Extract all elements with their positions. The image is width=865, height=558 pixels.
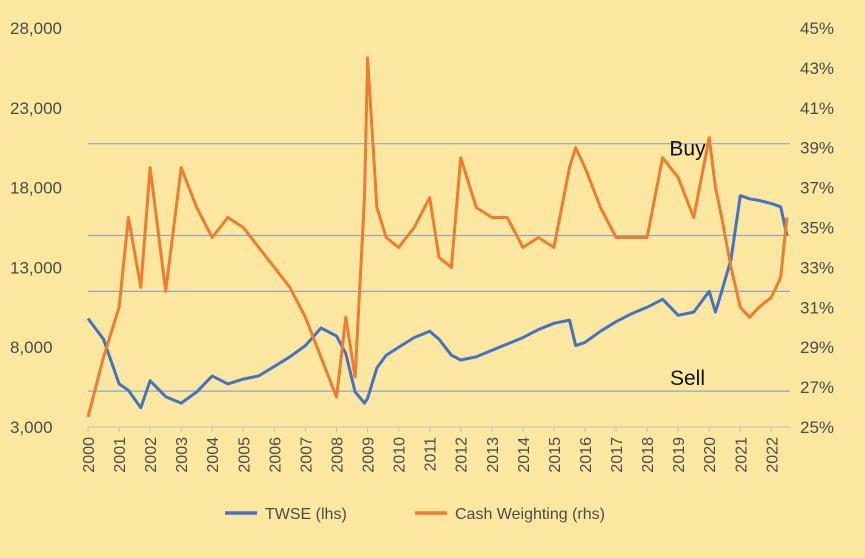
left-tick-label: 23,000: [10, 99, 62, 118]
x-tick-label: 2008: [329, 437, 346, 473]
left-tick-label: 13,000: [10, 258, 62, 277]
x-tick-label: 2022: [764, 437, 781, 473]
x-tick-label: 2010: [392, 437, 409, 473]
right-axis: 25% 27% 29% 31% 33% 35% 37% 39% 41% 43% 45%: [800, 19, 834, 437]
annotation-buy: Buy: [669, 138, 706, 161]
legend: TWSE (lhs) Cash Weighting (rhs): [225, 506, 605, 523]
legend-label: Cash Weighting (rhs): [455, 506, 605, 523]
right-tick-label: 37%: [800, 179, 834, 198]
x-tick-label: 2000: [81, 437, 98, 473]
left-tick-label: 18,000: [10, 179, 62, 198]
right-tick-label: 33%: [800, 258, 834, 277]
series-line-cash-weighting: [86, 56, 789, 418]
x-tick-label: 2006: [267, 437, 284, 473]
x-tick-label: 2001: [112, 437, 129, 473]
x-tick-label: 2018: [640, 437, 657, 473]
right-tick-label: 27%: [800, 378, 834, 397]
right-tick-label: 39%: [800, 139, 834, 158]
right-tick-label: 43%: [800, 59, 834, 78]
x-tick-label: 2013: [485, 437, 502, 473]
x-tick-label: 2003: [174, 437, 191, 473]
right-tick-label: 35%: [800, 219, 834, 238]
right-tick-label: 41%: [800, 99, 834, 118]
reference-lines: [88, 143, 790, 392]
series-line-twse: [86, 194, 789, 410]
x-tick-label: 2011: [423, 437, 440, 472]
x-tick-label: 2012: [454, 437, 471, 473]
right-tick-label: 25%: [800, 418, 834, 437]
annotations: Buy Sell: [669, 138, 706, 390]
x-tick-label: 2007: [298, 437, 315, 473]
x-tick-label: 2019: [671, 437, 688, 473]
x-tick-label: 2020: [702, 437, 719, 473]
right-tick-label: 29%: [800, 338, 834, 357]
left-tick-label: 28,000: [10, 19, 62, 38]
left-tick-label: 3,000: [10, 418, 53, 437]
x-tick-label: 2005: [236, 437, 253, 473]
x-axis: 2000 2001 2002 2003 2004 2005 2006 2007 2008 2009…: [81, 426, 790, 473]
x-tick-label: 2016: [578, 437, 595, 473]
x-tick-label: 2015: [547, 437, 564, 473]
x-tick-label: 2004: [205, 437, 222, 473]
left-axis: 3,000 8,000 13,000 18,000 23,000 28,000: [10, 19, 62, 437]
annotation-sell: Sell: [670, 367, 705, 390]
x-tick-label: 2017: [609, 437, 626, 473]
x-tick-label: 2002: [143, 437, 160, 473]
right-tick-label: 31%: [800, 298, 834, 317]
left-tick-label: 8,000: [10, 338, 53, 357]
x-tick-label: 2014: [516, 437, 533, 473]
x-tick-label: 2009: [361, 437, 378, 473]
series-layer: [86, 56, 789, 418]
right-tick-label: 45%: [800, 19, 834, 38]
legend-label: TWSE (lhs): [265, 506, 347, 523]
x-tick-label: 2021: [733, 437, 750, 473]
